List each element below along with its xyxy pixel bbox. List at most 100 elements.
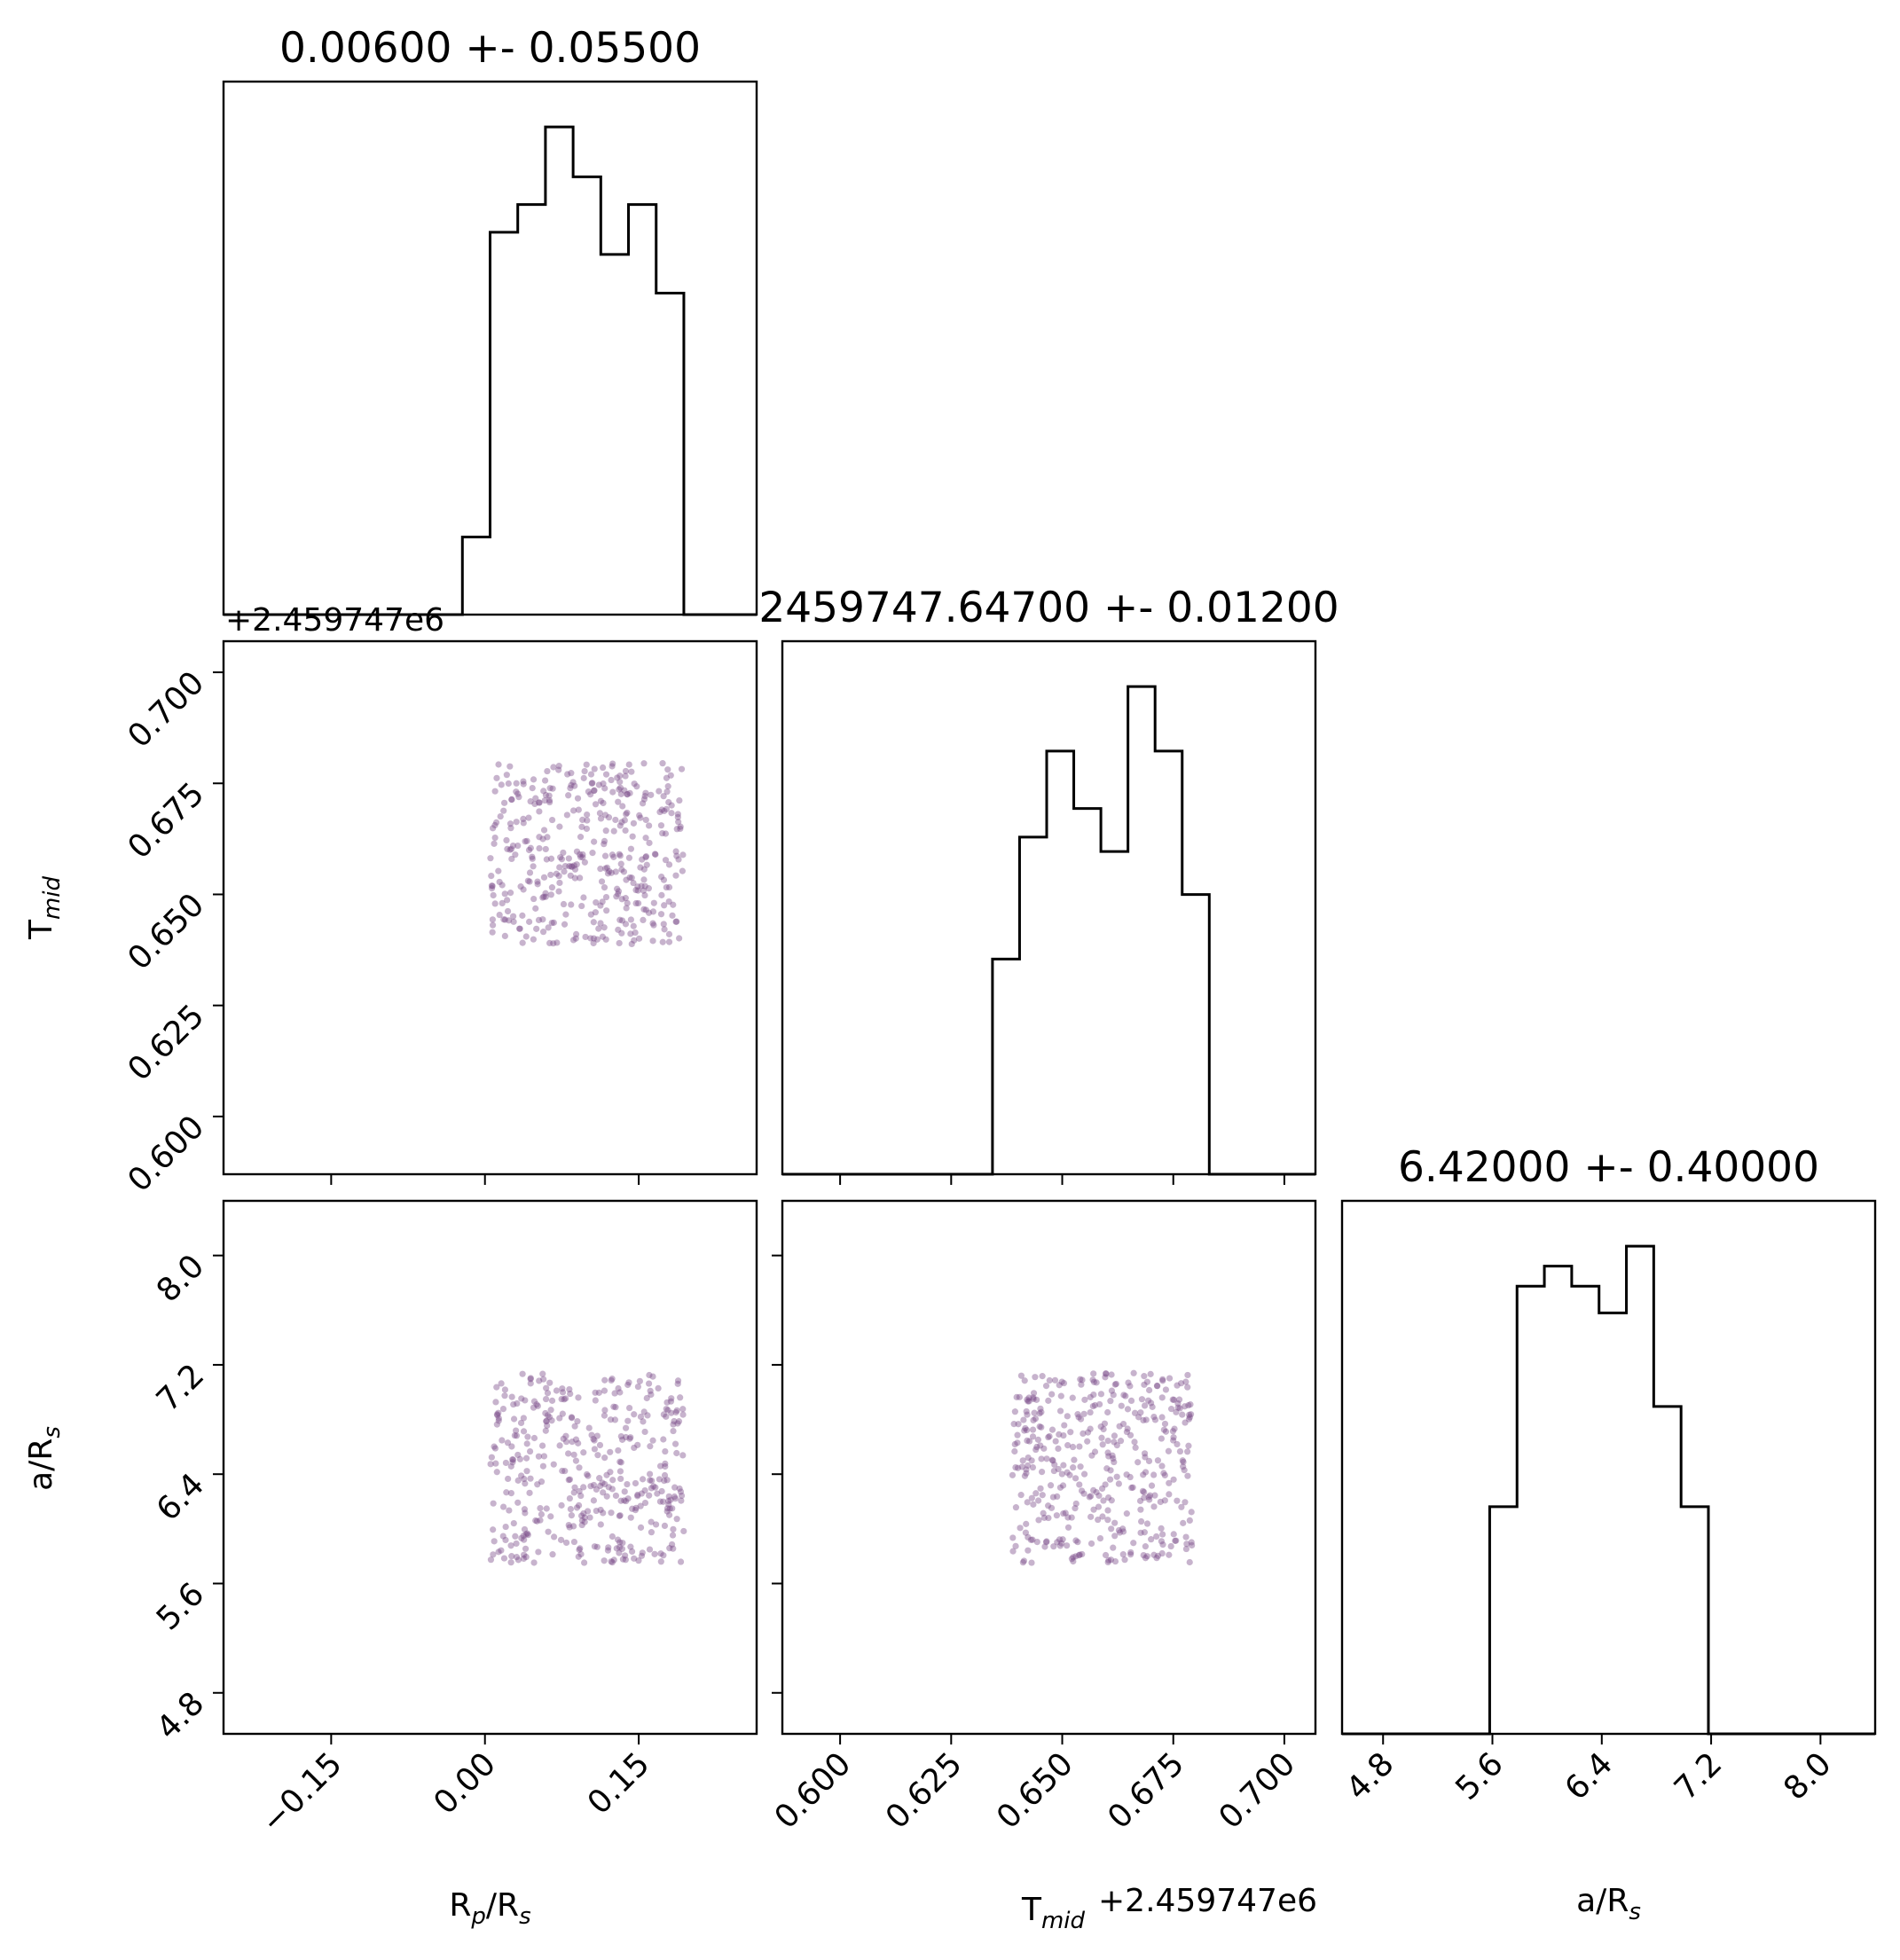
scatter-point [491,1538,498,1545]
scatter-point [1142,1469,1150,1476]
scatter-point [542,1409,549,1417]
scatter-point [566,863,573,870]
scatter-point [677,1394,684,1401]
scatter-point [1009,1534,1017,1541]
scatter-point [501,799,508,806]
scatter-point [1025,1398,1032,1405]
scatter-point [1131,1409,1139,1416]
scatter-point [495,1409,502,1416]
scatter-point [1098,1485,1106,1493]
scatter-point [656,1498,663,1505]
scatter-point [649,937,656,945]
scatter-point [1105,1453,1112,1460]
scatter-point [504,907,512,915]
scatter-point [518,1534,525,1541]
scatter-point [1127,1548,1135,1556]
scatter-point [581,1518,588,1525]
scatter-point [1021,1377,1028,1384]
scatter-point [646,1492,653,1499]
scatter-point [667,1496,674,1503]
scatter-point [604,1547,612,1554]
scatter-point [567,1390,574,1398]
scatter-point [1123,1510,1130,1517]
scatter-point [495,1417,502,1424]
scatter-point [1174,1399,1182,1407]
scatter-point [520,819,527,827]
scatter-point [615,1384,622,1392]
scatter-point [562,1539,570,1547]
scatter-point [608,1376,615,1384]
scatter-point [531,800,538,808]
scatter-point [1158,1525,1165,1532]
scatter-point [663,883,670,891]
scatter-point [499,899,506,907]
scatter-point [1162,1386,1170,1393]
scatter-point [1069,1394,1076,1401]
scatter-point [592,1389,599,1396]
scatter-point [1045,1397,1052,1404]
scatter-point [522,1531,530,1538]
scatter-point [649,920,656,927]
scatter-point [607,1416,615,1423]
scatter-point [601,1412,608,1419]
scatter-point [541,796,548,804]
scatter-point [510,918,517,925]
scatter-point [627,1543,634,1550]
scatter-point [492,1460,499,1467]
scatter-point [641,882,648,890]
scatter-point [1048,1504,1056,1511]
scatter-point [548,1397,556,1404]
scatter-point [616,939,623,947]
scatter-point [574,1417,581,1425]
scatter-point [1038,1408,1045,1415]
scatter-point [1058,1470,1065,1478]
scatter-point [530,895,538,903]
y-tick-label: 4.8 [150,1685,211,1746]
scatter-point [629,1505,636,1512]
scatter-point [610,1403,617,1410]
scatter-point [1055,1445,1062,1452]
scatter-point [1040,1445,1048,1452]
scatter-point [507,1490,514,1497]
scatter-point [543,1384,550,1392]
scatter-point [612,816,619,824]
scatter-point [1104,1449,1111,1456]
scatter-point [660,921,667,928]
scatter-point [1117,1438,1125,1445]
scatter-point [1045,1514,1052,1522]
scatter-point [1066,1471,1073,1478]
scatter-point [491,900,499,907]
scatter-point [675,1418,683,1425]
scatter-point [632,1479,640,1487]
scatter-point [648,791,655,798]
scatter-point [1159,1377,1166,1384]
scatter-point [550,764,557,771]
scatter-point [543,1417,550,1424]
scatter-point [597,920,604,927]
scatter-point [625,761,632,768]
scatter-point [593,899,600,906]
scatter-point [1145,1494,1152,1501]
scatter-point [1012,1504,1020,1511]
scatter-point [527,798,534,805]
scatter-point [572,930,580,937]
scatter-point [499,1406,507,1413]
scatter-point [1060,1379,1068,1387]
scatter-point [1037,1405,1044,1412]
scatter-point [490,891,497,899]
scatter-point [1017,1372,1025,1379]
scatter-point [650,1483,657,1490]
scatter-point [523,1468,530,1475]
scatter-point [556,879,563,887]
scatter-point [1038,1455,1045,1462]
scatter-point [1086,1494,1093,1501]
scatter-point [1031,1409,1038,1416]
scatter-point [565,1521,572,1529]
scatter-point [601,1454,608,1462]
scatter-point [536,844,543,852]
scatter-point [533,1401,540,1408]
scatter-point [622,772,629,780]
scatter-point [659,829,666,837]
scatter-point [639,856,646,863]
scatter-point [622,1424,630,1431]
